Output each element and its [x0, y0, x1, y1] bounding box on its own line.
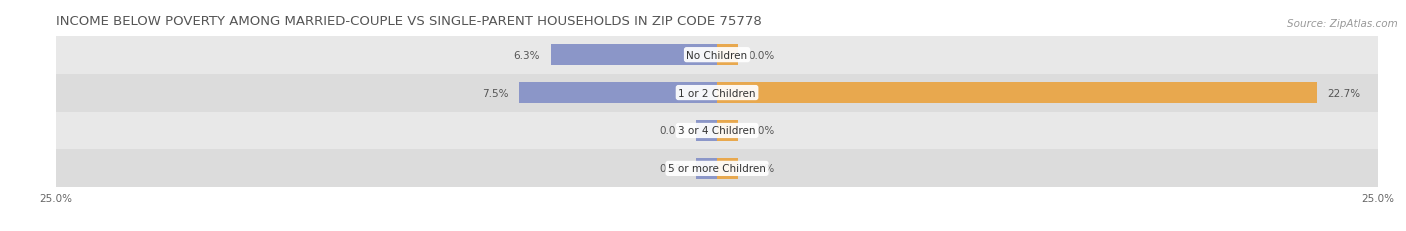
Bar	[56, 150, 1378, 188]
Text: INCOME BELOW POVERTY AMONG MARRIED-COUPLE VS SINGLE-PARENT HOUSEHOLDS IN ZIP COD: INCOME BELOW POVERTY AMONG MARRIED-COUPL…	[56, 15, 762, 28]
Bar	[717, 45, 738, 66]
Text: 7.5%: 7.5%	[482, 88, 508, 98]
Bar	[519, 83, 717, 103]
Bar	[696, 158, 717, 179]
Text: 0.0%: 0.0%	[659, 126, 685, 136]
Bar	[717, 83, 1317, 103]
Bar	[56, 112, 1378, 150]
Bar	[717, 158, 738, 179]
Text: 5 or more Children: 5 or more Children	[668, 164, 766, 174]
Text: 6.3%: 6.3%	[513, 50, 540, 60]
Bar	[56, 36, 1378, 74]
Bar	[56, 74, 1378, 112]
Text: 22.7%: 22.7%	[1327, 88, 1361, 98]
Text: 0.0%: 0.0%	[659, 164, 685, 174]
Bar	[717, 121, 738, 141]
Bar	[696, 121, 717, 141]
Text: No Children: No Children	[686, 50, 748, 60]
Text: 0.0%: 0.0%	[749, 50, 775, 60]
Text: 1 or 2 Children: 1 or 2 Children	[678, 88, 756, 98]
Text: 0.0%: 0.0%	[749, 126, 775, 136]
Bar	[551, 45, 717, 66]
Text: Source: ZipAtlas.com: Source: ZipAtlas.com	[1286, 18, 1398, 28]
Text: 0.0%: 0.0%	[749, 164, 775, 174]
Text: 3 or 4 Children: 3 or 4 Children	[678, 126, 756, 136]
